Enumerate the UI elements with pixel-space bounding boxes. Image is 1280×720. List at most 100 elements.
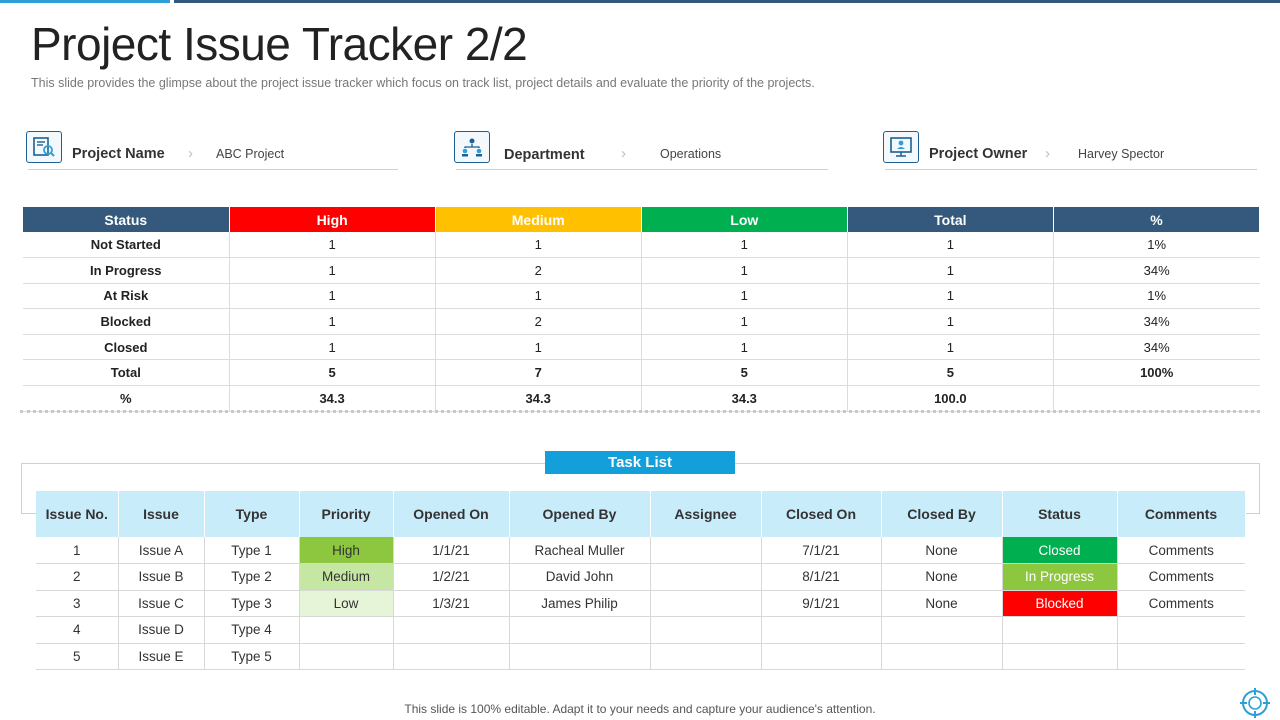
task-cell-closed-by <box>881 616 1003 644</box>
task-cell-issue: Issue C <box>118 590 205 617</box>
task-cell-comments: Comments <box>1117 563 1245 591</box>
task-cell-opened-by <box>509 616 651 644</box>
task-cell-comments: Comments <box>1117 537 1245 564</box>
team-structure-icon <box>454 131 490 163</box>
summary-cell: 7 <box>435 359 642 387</box>
task-header-status: Status <box>1002 491 1118 537</box>
task-list-table: Issue No. Issue Type Priority Opened On Opene… <box>36 491 1246 670</box>
dotted-divider <box>20 410 1260 414</box>
summary-cell: 1 <box>847 257 1054 284</box>
summary-row: Blocked 1 2 1 1 34% <box>23 308 1260 335</box>
divider <box>885 169 1257 170</box>
summary-row-label: In Progress <box>23 257 230 284</box>
summary-cell: 1 <box>847 232 1054 259</box>
summary-row: Closed 1 1 1 1 34% <box>23 334 1260 361</box>
summary-cell: 2 <box>435 257 642 284</box>
footer-note: This slide is 100% editable. Adapt it to… <box>404 702 876 716</box>
task-cell-priority: Medium <box>299 563 394 591</box>
task-cell-opened-by: Racheal Muller <box>509 537 651 564</box>
summary-row-label: Total <box>23 359 230 387</box>
summary-cell <box>1053 385 1260 412</box>
task-cell-closed-by: None <box>881 563 1003 591</box>
task-cell-status <box>1002 643 1118 670</box>
summary-cell: 34.3 <box>229 385 436 412</box>
summary-header-high: High <box>229 207 436 232</box>
task-cell-priority <box>299 616 394 644</box>
task-cell-closed-on <box>761 643 882 670</box>
summary-cell: 1 <box>229 232 436 259</box>
task-cell-issue-no: 3 <box>36 590 119 617</box>
summary-row-label: Not Started <box>23 232 230 259</box>
target-icon <box>1239 687 1271 719</box>
task-row: 5 Issue E Type 5 <box>36 643 1245 670</box>
task-cell-issue: Issue D <box>118 616 205 644</box>
task-cell-opened-on: 1/3/21 <box>393 590 510 617</box>
owner-board-icon <box>883 131 919 163</box>
department-value: Operations <box>660 147 722 161</box>
project-owner-value: Harvey Spector <box>1078 147 1165 161</box>
task-header-assignee: Assignee <box>650 491 762 537</box>
task-cell-assignee <box>650 643 762 670</box>
task-row: 3 Issue C Type 3 Low 1/3/21 James Philip 9/1/2… <box>36 590 1245 617</box>
task-cell-priority: High <box>299 537 394 564</box>
summary-header-total: Total <box>847 207 1054 232</box>
project-name-block: Project Name › ABC Project <box>26 131 398 171</box>
summary-cell: 2 <box>435 308 642 335</box>
summary-cell: 1 <box>435 283 642 310</box>
task-cell-opened-on <box>393 643 510 670</box>
summary-cell: 1 <box>229 283 436 310</box>
task-cell-issue: Issue E <box>118 643 205 670</box>
summary-cell: 1 <box>641 232 848 259</box>
task-cell-assignee <box>650 563 762 591</box>
summary-row-label: At Risk <box>23 283 230 310</box>
page-title: Project Issue Tracker 2/2 <box>31 18 528 70</box>
summary-cell: 1 <box>229 308 436 335</box>
task-cell-type: Type 2 <box>204 563 300 591</box>
summary-cell: 1 <box>641 334 848 361</box>
summary-cell: 1% <box>1053 232 1260 259</box>
task-cell-issue-no: 1 <box>36 537 119 564</box>
summary-cell: 34.3 <box>435 385 642 412</box>
accent-bar-left <box>0 0 170 3</box>
summary-cell: 1 <box>847 283 1054 310</box>
task-cell-opened-by <box>509 643 651 670</box>
summary-cell: 1% <box>1053 283 1260 310</box>
summary-cell: 1 <box>641 257 848 284</box>
summary-row: Total 5 7 5 5 100% <box>23 359 1260 387</box>
task-row: 4 Issue D Type 4 <box>36 616 1245 644</box>
task-header-type: Type <box>204 491 300 537</box>
task-header-priority: Priority <box>299 491 394 537</box>
summary-header-medium: Medium <box>435 207 642 232</box>
task-cell-comments <box>1117 616 1245 644</box>
project-owner-block: Project Owner › Harvey Spector <box>883 131 1257 171</box>
task-header-issue: Issue <box>118 491 205 537</box>
status-summary-table: Status High Medium Low Total % Not Start… <box>23 207 1261 412</box>
task-cell-closed-by: None <box>881 537 1003 564</box>
task-cell-comments: Comments <box>1117 590 1245 617</box>
summary-header-status: Status <box>23 207 230 232</box>
summary-cell: 1 <box>229 257 436 284</box>
task-header-opened-by: Opened By <box>509 491 651 537</box>
task-cell-assignee <box>650 590 762 617</box>
task-cell-type: Type 1 <box>204 537 300 564</box>
task-list-title: Task List <box>545 451 735 474</box>
task-cell-opened-on: 1/2/21 <box>393 563 510 591</box>
summary-cell: 100.0 <box>847 385 1054 412</box>
divider <box>456 169 828 170</box>
summary-cell: 34% <box>1053 308 1260 335</box>
summary-cell: 1 <box>435 334 642 361</box>
task-cell-opened-by: David John <box>509 563 651 591</box>
task-cell-status: Blocked <box>1002 590 1118 617</box>
summary-cell: 1 <box>847 334 1054 361</box>
summary-cell: 1 <box>229 334 436 361</box>
chevron-right-icon: › <box>621 145 626 162</box>
task-cell-issue: Issue B <box>118 563 205 591</box>
task-cell-status <box>1002 616 1118 644</box>
summary-cell: 34% <box>1053 257 1260 284</box>
project-search-icon <box>26 131 62 163</box>
task-cell-type: Type 4 <box>204 616 300 644</box>
task-cell-opened-on <box>393 616 510 644</box>
summary-cell: 1 <box>641 283 848 310</box>
task-cell-closed-by <box>881 643 1003 670</box>
divider <box>28 169 398 170</box>
